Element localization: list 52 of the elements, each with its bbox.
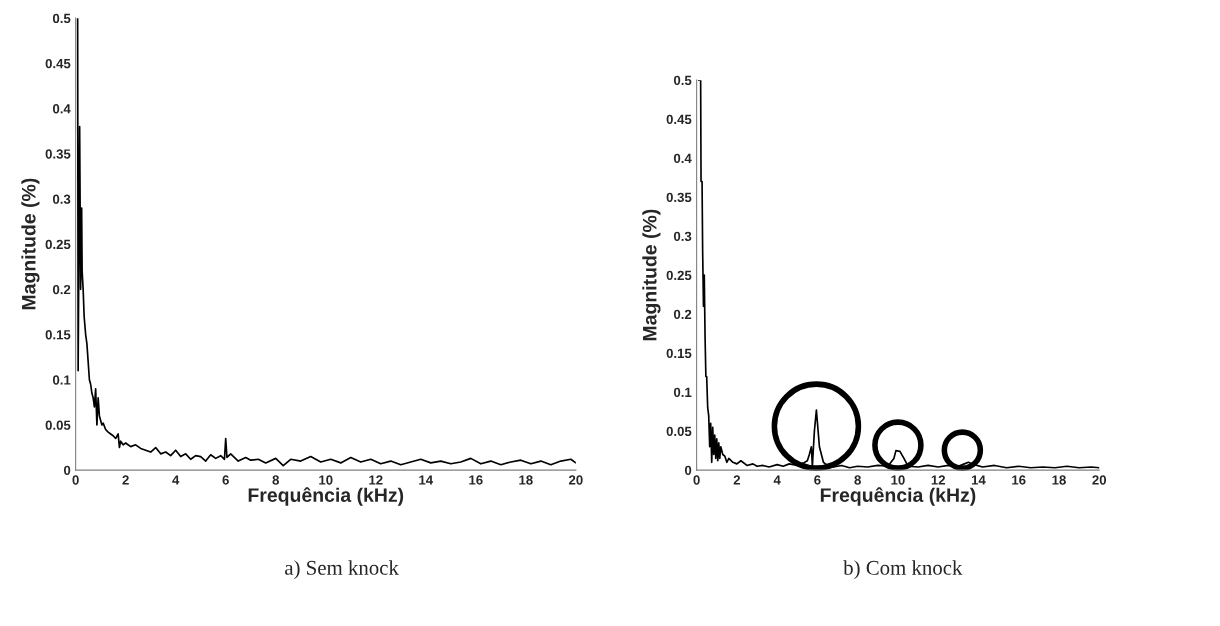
x-tick-label: 2	[122, 475, 129, 485]
y-tick-label: 0.4	[673, 153, 692, 164]
y-tick-label: 0.3	[673, 231, 692, 242]
x-tick-label: 18	[519, 475, 533, 485]
y-axis-title: Magnitude (%)	[21, 178, 40, 310]
x-tick-label: 14	[419, 475, 434, 485]
y-tick-label: 0.2	[673, 309, 692, 320]
y-tick-label: 0.3	[52, 194, 71, 204]
y-tick-label: 0.1	[673, 387, 692, 398]
y-tick-label: 0.4	[52, 104, 71, 114]
x-tick-label: 0	[72, 475, 79, 485]
y-tick-label: 0.15	[45, 330, 71, 340]
x-tick-label: 10	[891, 475, 905, 485]
y-tick-label: 0.05	[666, 426, 692, 437]
y-tick-label: 0.45	[666, 114, 692, 125]
y-tick-label: 0.5	[673, 75, 692, 86]
text: a) Sem knock	[285, 560, 399, 580]
y-tick-label: 0.05	[45, 420, 71, 430]
y-tick-label: 0.35	[45, 149, 71, 159]
y-tick-label: 0.2	[52, 284, 71, 295]
x-tick-label: 20	[568, 475, 583, 485]
x-tick-label: 6	[814, 475, 821, 485]
x-tick-label: 14	[971, 475, 986, 485]
x-tick-label: 8	[272, 475, 279, 485]
x-tick-label: 4	[172, 475, 180, 485]
y-tick-label: 0.1	[52, 375, 71, 385]
x-tick-label: 0	[693, 475, 700, 485]
y-tick-label: 0	[63, 465, 71, 476]
x-tick-label: 16	[1012, 475, 1026, 485]
x-tick-label: 18	[1052, 475, 1066, 485]
y-tick-label: 0.35	[666, 192, 692, 203]
x-tick-label: 12	[931, 475, 945, 485]
y-tick-label: 0.25	[45, 239, 71, 250]
x-tick-label: 2	[733, 475, 741, 485]
y-tick-label: 0.15	[666, 348, 692, 359]
x-tick-label: 6	[222, 475, 229, 485]
y-axis-title: Magnitude (%)	[642, 209, 661, 341]
y-tick-label: 0.5	[52, 13, 71, 24]
line-series	[76, 18, 576, 467]
x-tick-label: 8	[854, 475, 861, 485]
y-tick-label: 0	[684, 465, 692, 476]
x-tick-label: 10	[319, 475, 333, 485]
y-tick-label: 0.45	[45, 58, 71, 69]
x-axis-title: Frequência (kHz)	[248, 487, 404, 506]
x-tick-label: 12	[369, 475, 383, 485]
y-tick-label: 0.25	[666, 270, 692, 281]
text: b) Com knock	[843, 560, 963, 580]
line-series	[697, 80, 1100, 469]
x-tick-label: 20	[1092, 475, 1107, 485]
x-tick-label: 4	[773, 475, 781, 485]
x-tick-label: 16	[469, 475, 483, 485]
x-axis-title: Frequência (kHz)	[820, 487, 976, 506]
